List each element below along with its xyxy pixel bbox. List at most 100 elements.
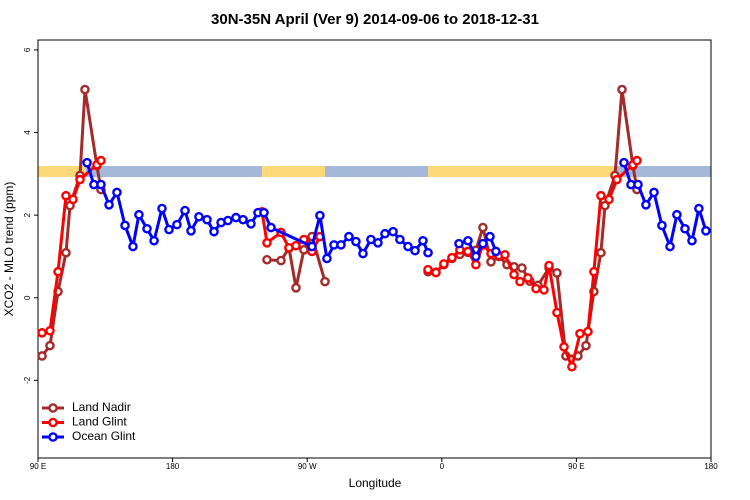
- data-point: [447, 252, 457, 263]
- data-point: [120, 220, 130, 231]
- data-point: [617, 84, 627, 95]
- data-point: [395, 234, 405, 245]
- data-point: [322, 253, 332, 264]
- y-tick-label: 0: [23, 295, 32, 300]
- data-point: [259, 207, 269, 218]
- data-point: [223, 215, 233, 226]
- ocean-band: [38, 166, 711, 177]
- series-line: [40, 88, 639, 358]
- data-point: [509, 269, 519, 280]
- data-point: [336, 240, 346, 250]
- data-point: [471, 259, 481, 270]
- y-axis-label: XCO2 - MLO trend (ppm): [2, 182, 16, 317]
- data-point: [439, 259, 449, 269]
- data-point: [517, 263, 527, 273]
- y-tick-label: 4: [23, 130, 32, 135]
- data-point: [531, 283, 541, 294]
- data-point: [80, 84, 90, 95]
- legend-label: Land Glint: [72, 415, 127, 429]
- x-tick-label: 180: [166, 462, 180, 471]
- plot-frame: [37, 39, 712, 459]
- data-point: [604, 194, 614, 205]
- x-tick-label: 90 W: [298, 462, 317, 471]
- data-point: [307, 241, 317, 252]
- x-tick-label: 90 E: [568, 462, 584, 471]
- data-point: [104, 200, 114, 210]
- data-point: [575, 328, 585, 339]
- data-point: [423, 264, 433, 275]
- data-point: [344, 231, 354, 242]
- data-point: [471, 251, 481, 262]
- chart-title: 30N-35N April (Ver 9) 2014-09-06 to 2018…: [211, 11, 539, 28]
- data-point: [583, 326, 593, 337]
- data-point: [485, 231, 495, 242]
- data-point: [380, 228, 390, 239]
- data-point: [552, 307, 562, 318]
- data-point: [410, 245, 420, 256]
- data-point: [262, 254, 272, 265]
- data-point: [238, 214, 248, 225]
- data-point: [665, 241, 675, 252]
- data-point: [96, 155, 106, 166]
- data-point: [68, 194, 78, 205]
- data-point: [701, 226, 711, 236]
- data-point: [45, 325, 55, 336]
- data-point: [544, 260, 554, 271]
- surface-mask: [38, 166, 711, 177]
- data-point: [157, 203, 167, 214]
- data-point: [567, 361, 577, 372]
- data-point: [262, 238, 272, 248]
- data-point: [194, 211, 204, 222]
- data-point: [463, 246, 473, 257]
- data-point: [539, 285, 549, 295]
- data-point: [53, 266, 63, 277]
- data-point: [500, 249, 510, 260]
- data-point: [373, 238, 383, 248]
- legend-marker: [48, 417, 58, 428]
- data-point: [687, 235, 697, 246]
- data-point: [388, 226, 398, 237]
- data-point: [82, 157, 92, 168]
- data-point: [454, 238, 464, 249]
- data-point: [589, 266, 599, 277]
- data-point: [680, 223, 690, 234]
- data-point: [523, 273, 533, 283]
- data-point: [515, 276, 525, 287]
- y-tick-label: -2: [23, 376, 32, 384]
- data-point: [202, 214, 212, 225]
- data-point: [694, 203, 704, 214]
- data-point: [581, 340, 591, 351]
- data-point: [172, 219, 182, 230]
- data-point: [486, 257, 496, 267]
- data-point: [552, 268, 562, 278]
- data-point: [128, 241, 138, 252]
- data-point: [149, 235, 159, 246]
- data-point: [134, 209, 144, 220]
- data-point: [418, 235, 428, 246]
- data-point: [431, 267, 441, 278]
- x-tick-label: 90 E: [30, 462, 46, 471]
- data-point: [37, 328, 47, 338]
- data-point: [61, 247, 71, 258]
- data-point: [649, 187, 659, 198]
- x-tick-label: 0: [440, 462, 445, 471]
- data-point: [478, 222, 488, 233]
- data-point: [657, 220, 667, 231]
- legend-label: Ocean Glint: [72, 429, 136, 443]
- x-tick-label: 180: [704, 462, 718, 471]
- data-point: [180, 205, 190, 216]
- data-point: [61, 190, 71, 201]
- data-point: [478, 238, 488, 249]
- data-point: [291, 240, 301, 251]
- data-point: [75, 174, 85, 185]
- legend-label: Land Nadir: [72, 400, 131, 414]
- data-point: [596, 190, 606, 201]
- legend-marker: [48, 432, 58, 442]
- data-point: [596, 247, 606, 258]
- land-band: [428, 166, 614, 177]
- data-point: [112, 187, 122, 198]
- land-band: [38, 166, 86, 177]
- x-axis-label: Longitude: [349, 476, 402, 490]
- data-point: [358, 248, 368, 259]
